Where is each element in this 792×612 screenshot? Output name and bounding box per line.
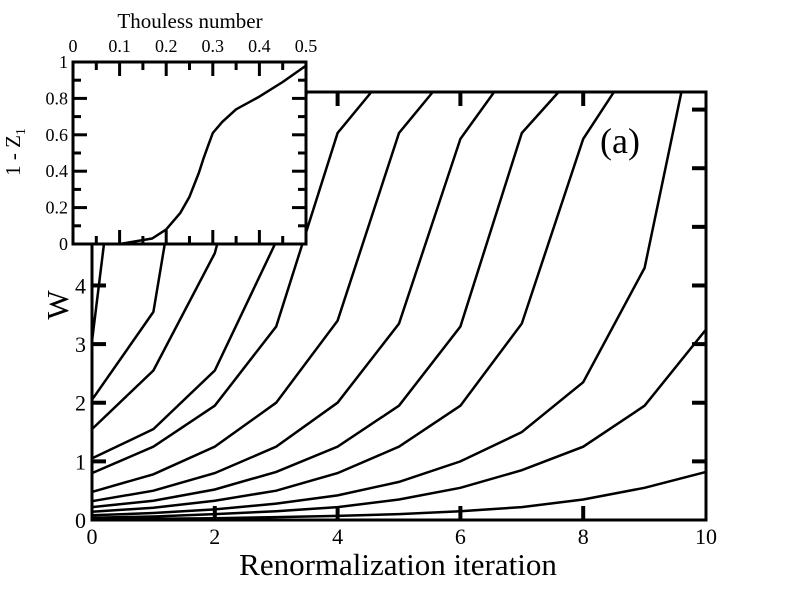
main-x-axis-label: Renormalization iteration <box>239 547 557 582</box>
main-x-tick-labels: 0 2 4 6 8 10 <box>87 524 718 549</box>
inset-y-tick-label: 0.4 <box>46 161 69 181</box>
main-y-axis-label: W <box>40 290 75 320</box>
inset-series-lines <box>73 64 307 246</box>
main-series-line-2 <box>91 328 707 519</box>
main-series-line-7 <box>91 91 434 494</box>
main-y-tick-label: 0 <box>75 508 86 533</box>
main-x-tick-label: 10 <box>695 524 717 549</box>
inset-y-tick-label: 0.8 <box>46 88 69 108</box>
main-plot-frame <box>90 90 708 522</box>
main-y-tick-labels: 0 1 2 3 4 <box>75 273 86 533</box>
main-x-tick-label: 8 <box>578 524 589 549</box>
inset-y-tick-label: 1 <box>59 52 68 72</box>
inset-x-tick-label: 0.5 <box>295 36 318 56</box>
main-series-line-8 <box>91 91 373 475</box>
main-x-tick-label: 2 <box>209 524 220 549</box>
inset-x-tick-label: 0.2 <box>155 36 178 56</box>
main-series-line-3 <box>91 91 683 517</box>
main-x-tick-label: 4 <box>332 524 343 549</box>
main-x-tick-label: 6 <box>455 524 466 549</box>
main-y-tick-label: 2 <box>75 391 86 416</box>
main-series-line-5 <box>91 91 560 509</box>
inset-y-axis-label-subscript: 1 <box>14 128 29 135</box>
main-x-tick-label: 0 <box>87 524 98 549</box>
inset-y-tick-label: 0 <box>59 234 68 254</box>
main-y-tick-label: 1 <box>75 449 86 474</box>
inset-y-tick-label: 0.2 <box>46 198 69 218</box>
inset-y-axis-label: 1 - Z1 <box>1 128 29 176</box>
main-series-line-6 <box>91 91 496 503</box>
inset-series-line-1 <box>73 64 307 246</box>
inset-y-tick-label: 0.6 <box>46 125 69 145</box>
inset-ticks <box>73 62 306 244</box>
inset-x-tick-label: 0 <box>69 36 78 56</box>
inset-y-axis-label-main: 1 - Z <box>1 135 25 176</box>
inset-x-axis-label: Thouless number <box>117 9 262 33</box>
main-series-lines <box>90 91 707 521</box>
panel-label: (a) <box>600 121 640 161</box>
main-y-tick-label: 3 <box>75 332 86 357</box>
inset-y-tick-labels: 0 0.2 0.4 0.6 0.8 1 <box>46 52 69 254</box>
inset-x-tick-label: 0.3 <box>202 36 225 56</box>
inset-x-tick-label: 0.1 <box>108 36 131 56</box>
main-series-line-1 <box>91 470 707 521</box>
main-series-line-4 <box>91 91 615 514</box>
inset-x-tick-label: 0.4 <box>248 36 271 56</box>
inset-x-tick-labels: 0 0.1 0.2 0.3 0.4 0.5 <box>69 36 318 56</box>
main-y-tick-label: 4 <box>75 273 86 298</box>
inset-chart: 0 0.1 0.2 0.3 0.4 0.5 0 0.2 0.4 0.6 0.8 1 Thouless… <box>1 9 317 254</box>
main-ticks <box>92 92 706 520</box>
